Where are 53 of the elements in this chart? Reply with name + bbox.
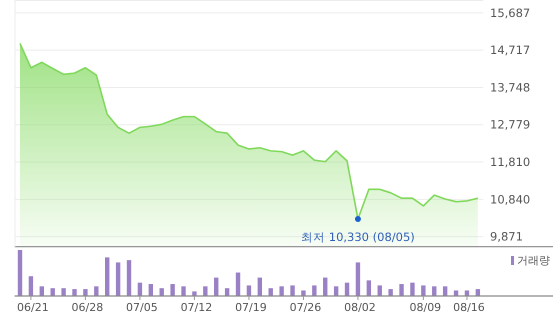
bar — [94, 286, 99, 296]
bar — [421, 285, 426, 296]
bar — [388, 289, 393, 296]
y-tick-label: 14,717 — [490, 43, 530, 58]
x-tick-label: 06/21 — [17, 301, 49, 314]
bar — [268, 288, 273, 296]
bar — [476, 289, 480, 296]
x-tick-label: 07/26 — [290, 301, 322, 314]
y-tick-label: 9,871 — [490, 230, 523, 244]
bar — [170, 284, 175, 296]
bar — [246, 285, 252, 296]
x-tick-label: 08/16 — [453, 301, 485, 314]
y-tick-label: 12,779 — [490, 118, 530, 132]
bar — [312, 285, 317, 296]
bar — [258, 278, 262, 296]
x-tick-label: 06/28 — [72, 301, 104, 314]
y-tick-label: 13,748 — [490, 80, 530, 94]
bar — [378, 285, 382, 296]
bar — [442, 286, 448, 296]
bar — [148, 284, 154, 296]
bar — [356, 262, 360, 296]
bar — [28, 276, 34, 296]
bar — [61, 288, 66, 296]
bar — [105, 257, 110, 296]
annotation: 최저 10,330 (08/05) — [301, 230, 415, 244]
bar — [432, 286, 436, 296]
bar — [203, 286, 208, 296]
bar — [214, 278, 218, 296]
x-tick-label: 08/02 — [344, 301, 376, 314]
bar — [279, 286, 284, 296]
bar — [464, 290, 470, 296]
bar — [116, 262, 120, 296]
legend-label: 거래량 — [517, 254, 550, 267]
x-tick-label: 07/05 — [126, 301, 158, 314]
bar — [410, 282, 415, 296]
bar — [138, 282, 142, 296]
x-tick-label: 07/12 — [180, 301, 212, 314]
bar — [301, 290, 306, 296]
x-tick-label: 07/19 — [235, 301, 267, 314]
y-tick-label: 11,810 — [490, 155, 530, 170]
bar — [50, 288, 55, 296]
bar — [334, 286, 338, 296]
bar — [83, 289, 88, 296]
bar — [224, 288, 230, 296]
x-tick-label: 08/09 — [409, 301, 442, 314]
bar — [160, 288, 164, 296]
bar — [18, 250, 22, 296]
bar — [40, 286, 44, 296]
bar — [126, 260, 132, 296]
bar — [366, 280, 372, 296]
y-tick-label: 10,840 — [490, 192, 530, 206]
bar — [323, 278, 328, 296]
y-tick-label: 15,687 — [490, 6, 530, 20]
